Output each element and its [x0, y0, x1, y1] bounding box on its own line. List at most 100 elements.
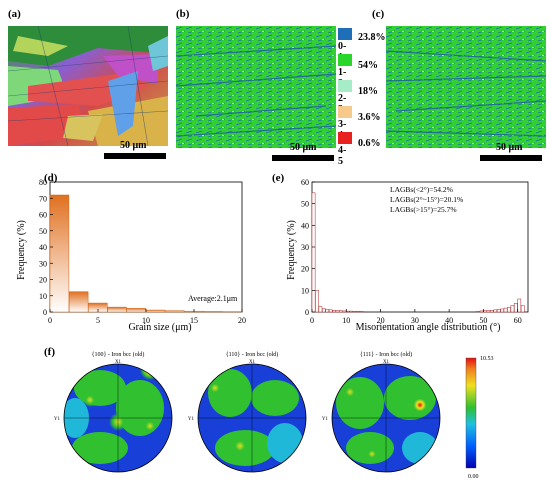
chart-d-ylabel: Frequency (%): [16, 220, 27, 280]
legend-swatch-2: [338, 80, 352, 92]
chart-e-ylabel: Frequency (%): [286, 220, 297, 280]
chart-d-bar: [164, 310, 185, 313]
chart-e-bar: [486, 310, 491, 313]
chart-e-bar: [517, 298, 522, 313]
kam-map-b: [176, 26, 336, 148]
pole-figure-title-100: {100} - Iron bcc (old): [92, 351, 145, 358]
chart-e-ytick-label: 20: [301, 265, 309, 274]
chart-e-xtick-label: 50: [479, 316, 487, 325]
chart-e-xtick-label: 30: [411, 316, 419, 325]
chart-e-bar: [342, 310, 347, 313]
chart-d-bar: [49, 194, 70, 313]
chart-e-xtick-label: 20: [377, 316, 385, 325]
chart-d-ytick-label: 30: [39, 259, 47, 268]
pole-figure-title-111: {111} - Iron bcc (old): [360, 351, 412, 358]
scale-bar-c: [480, 155, 542, 161]
pf2-axis-y1: Y1: [188, 417, 195, 422]
scale-label-c: 50 μm: [496, 142, 523, 153]
pole-figures: {100} - Iron bcc (old) {110} - Iron bcc …: [54, 351, 494, 480]
panel-d-label: (d): [44, 172, 58, 184]
colorbar-max-label: 10.53: [480, 356, 494, 362]
chart-d-xtick-label: 10: [142, 316, 150, 325]
chart-e-bar: [332, 310, 336, 313]
chart-e-ytick-label: 30: [301, 243, 309, 252]
chart-e-bar: [514, 303, 518, 313]
chart-e-bar: [507, 306, 511, 313]
chart-d-ytick-label: 70: [39, 194, 47, 203]
scale-label-b: 50 μm: [290, 142, 317, 153]
chart-e-bar: [520, 305, 525, 313]
chart-e-bar: [503, 307, 508, 313]
chart-e-ytick-label: 60: [301, 178, 309, 187]
chart-e-bar: [483, 310, 487, 313]
chart-e-bar: [356, 311, 360, 313]
pf2-axis-x1: X1: [249, 360, 256, 365]
chart-e-bar: [510, 305, 515, 313]
pf3-axis-x1: X1: [383, 360, 390, 365]
panel-f-label: (f): [44, 346, 55, 358]
panel-b-label: (b): [176, 8, 190, 20]
legend-percent-1: 54%: [358, 60, 378, 71]
legend-percent-2: 18%: [358, 86, 378, 97]
panel-e-label: (e): [272, 172, 285, 184]
chart-d-ytick-label: 20: [39, 276, 47, 285]
legend-percent-4: 0.6%: [358, 138, 381, 149]
panel-a-label: (a): [8, 8, 21, 20]
chart-e-annotation-1: LAGBs(2°~15°)=20.1%: [390, 195, 463, 204]
chart-d-ytick-label: 40: [39, 243, 47, 252]
chart-e-bar: [476, 311, 480, 313]
pf3-axis-y1: Y1: [322, 417, 329, 422]
legend-percent-0: 23.8%: [358, 32, 386, 43]
chart-e-xtick-label: 60: [514, 316, 522, 325]
pole-figure-title-110: {110} - Iron bcc (old): [226, 351, 279, 358]
chart-e-xtick-label: 10: [342, 316, 350, 325]
chart-d-ytick-label: 80: [39, 178, 47, 187]
grain-size-histogram: Frequency (%) Grain size (μm) Average:2.…: [16, 178, 246, 333]
legend-percent-3: 3.6%: [358, 112, 381, 123]
chart-e-bar: [346, 310, 350, 313]
chart-e-bar: [493, 309, 498, 313]
pf1-axis-y1: Y1: [54, 417, 61, 422]
chart-d-ytick-label: 60: [39, 211, 47, 220]
scale-bar-a: [104, 153, 166, 159]
chart-d-annotation: Average:2.1μm: [188, 294, 238, 303]
chart-e-bar: [490, 310, 494, 313]
chart-d-ytick-label: 10: [39, 292, 47, 301]
chart-d-ytick-label: 0: [43, 308, 47, 317]
legend-swatch-4: [338, 132, 352, 144]
legend-swatch-1: [338, 54, 352, 66]
misorientation-histogram: Frequency (%) Misorientation angle distr…: [286, 178, 529, 333]
chart-e-ytick-label: 50: [301, 200, 309, 209]
chart-e-bar: [359, 311, 364, 313]
chart-d-xtick-label: 5: [96, 316, 100, 325]
chart-d-bar: [107, 306, 127, 313]
chart-d-ytick-label: 50: [39, 227, 47, 236]
scale-bar-b: [272, 155, 334, 161]
chart-e-bar: [311, 192, 316, 313]
chart-d-xtick-label: 20: [238, 316, 246, 325]
scale-label-a: 50 μm: [120, 140, 147, 151]
chart-d-bar: [68, 291, 89, 313]
chart-d-bar: [145, 309, 166, 313]
chart-e-ytick-label: 10: [301, 286, 309, 295]
chart-e-bar: [479, 310, 484, 313]
chart-e-bar: [496, 309, 501, 313]
chart-d-xlabel: Grain size (μm): [128, 322, 191, 333]
chart-e-xtick-label: 0: [310, 316, 314, 325]
chart-e-bar: [318, 306, 323, 313]
chart-e-bar: [325, 309, 330, 313]
chart-e-ytick-label: 40: [301, 221, 309, 230]
panel-c-label: (c): [372, 8, 385, 20]
chart-e-ytick-label: 0: [305, 308, 309, 317]
chart-e-bar: [339, 310, 343, 313]
legend-range-4: 4-5: [338, 145, 347, 167]
chart-e-bar: [500, 308, 504, 313]
chart-e-xlabel: Misorientation angle distribution (°): [356, 322, 501, 333]
chart-d-xtick-label: 0: [48, 316, 52, 325]
chart-e-bar: [322, 308, 326, 313]
pf1-axis-x1: X1: [115, 360, 122, 365]
chart-d-xtick-label: 15: [190, 316, 198, 325]
legend-swatch-3: [338, 106, 352, 118]
legend-swatch-0: [338, 28, 352, 40]
chart-e-annotation-2: LAGBs(>15°)=25.7%: [390, 205, 457, 214]
